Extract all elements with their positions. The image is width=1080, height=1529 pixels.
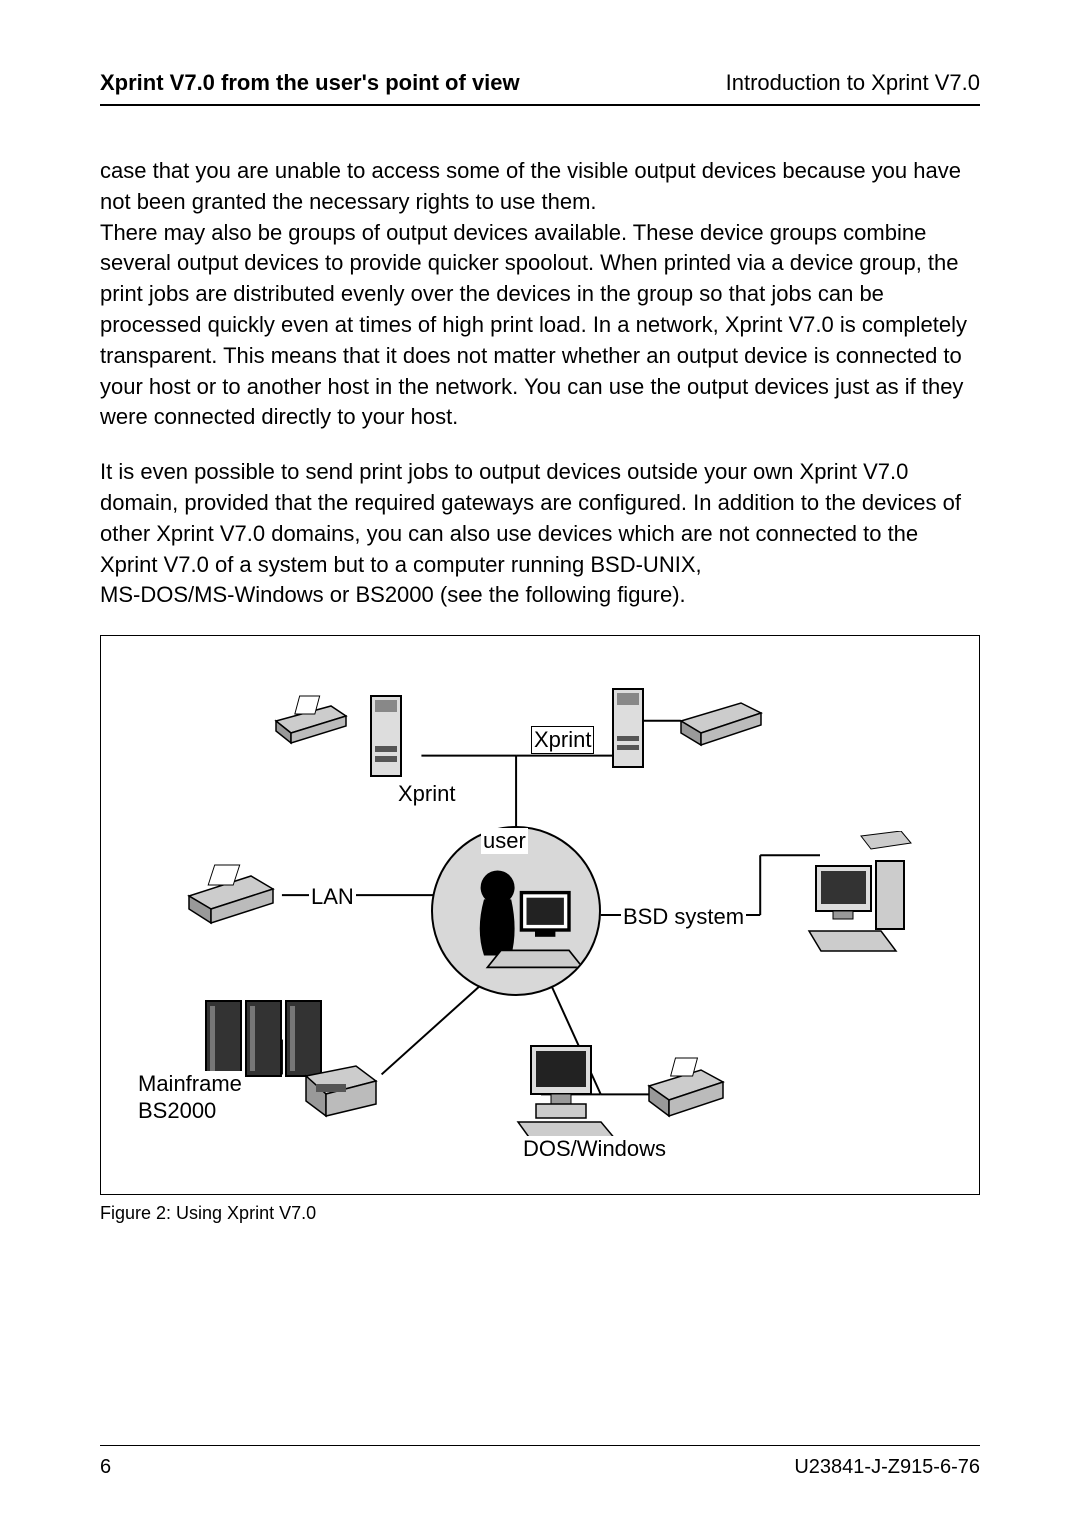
mainframe-label-2: BS2000 — [136, 1098, 218, 1124]
figure-2-diagram: Xprint Xprint user LAN BSD system Mainfr… — [100, 635, 980, 1195]
printer-icon-2 — [676, 691, 766, 756]
mainframe-printer-icon — [296, 1056, 386, 1131]
figure-caption: Figure 2: Using Xprint V7.0 — [100, 1203, 980, 1224]
dos-label: DOS/Windows — [521, 1136, 668, 1162]
dos-pc-icon — [506, 1036, 626, 1151]
p4-text: MS-DOS/MS-Windows or BS2000 (see the fol… — [100, 582, 686, 607]
bsd-label: BSD system — [621, 904, 746, 930]
page-footer: 6 U23841-J-Z915-6-76 — [100, 1445, 980, 1479]
p2-text: There may also be groups of output devic… — [100, 220, 967, 430]
dos-printer-icon — [641, 1056, 731, 1131]
bsd-system-icon — [801, 831, 921, 976]
p3-text: It is even possible to send print jobs t… — [100, 459, 961, 576]
header-section-title: Xprint V7.0 from the user's point of vie… — [100, 70, 520, 96]
body-paragraph-1: case that you are unable to access some … — [100, 156, 980, 433]
xprint-server-1-icon — [351, 686, 421, 791]
printer-icon-1 — [271, 691, 351, 751]
xprint-server-2-icon — [601, 681, 656, 781]
page-number: 6 — [100, 1456, 111, 1479]
lan-label: LAN — [309, 884, 356, 910]
xprint-label-1: Xprint — [396, 781, 457, 807]
xprint-label-2: Xprint — [531, 726, 594, 754]
p1-text: case that you are unable to access some … — [100, 158, 961, 214]
lan-printer-icon — [181, 861, 281, 936]
header-chapter-title: Introduction to Xprint V7.0 — [726, 70, 980, 96]
body-paragraph-2: It is even possible to send print jobs t… — [100, 457, 980, 611]
page-header: Xprint V7.0 from the user's point of vie… — [100, 70, 980, 106]
user-label: user — [481, 828, 528, 854]
document-id: U23841-J-Z915-6-76 — [794, 1456, 980, 1479]
mainframe-label-1: Mainframe — [136, 1071, 244, 1097]
